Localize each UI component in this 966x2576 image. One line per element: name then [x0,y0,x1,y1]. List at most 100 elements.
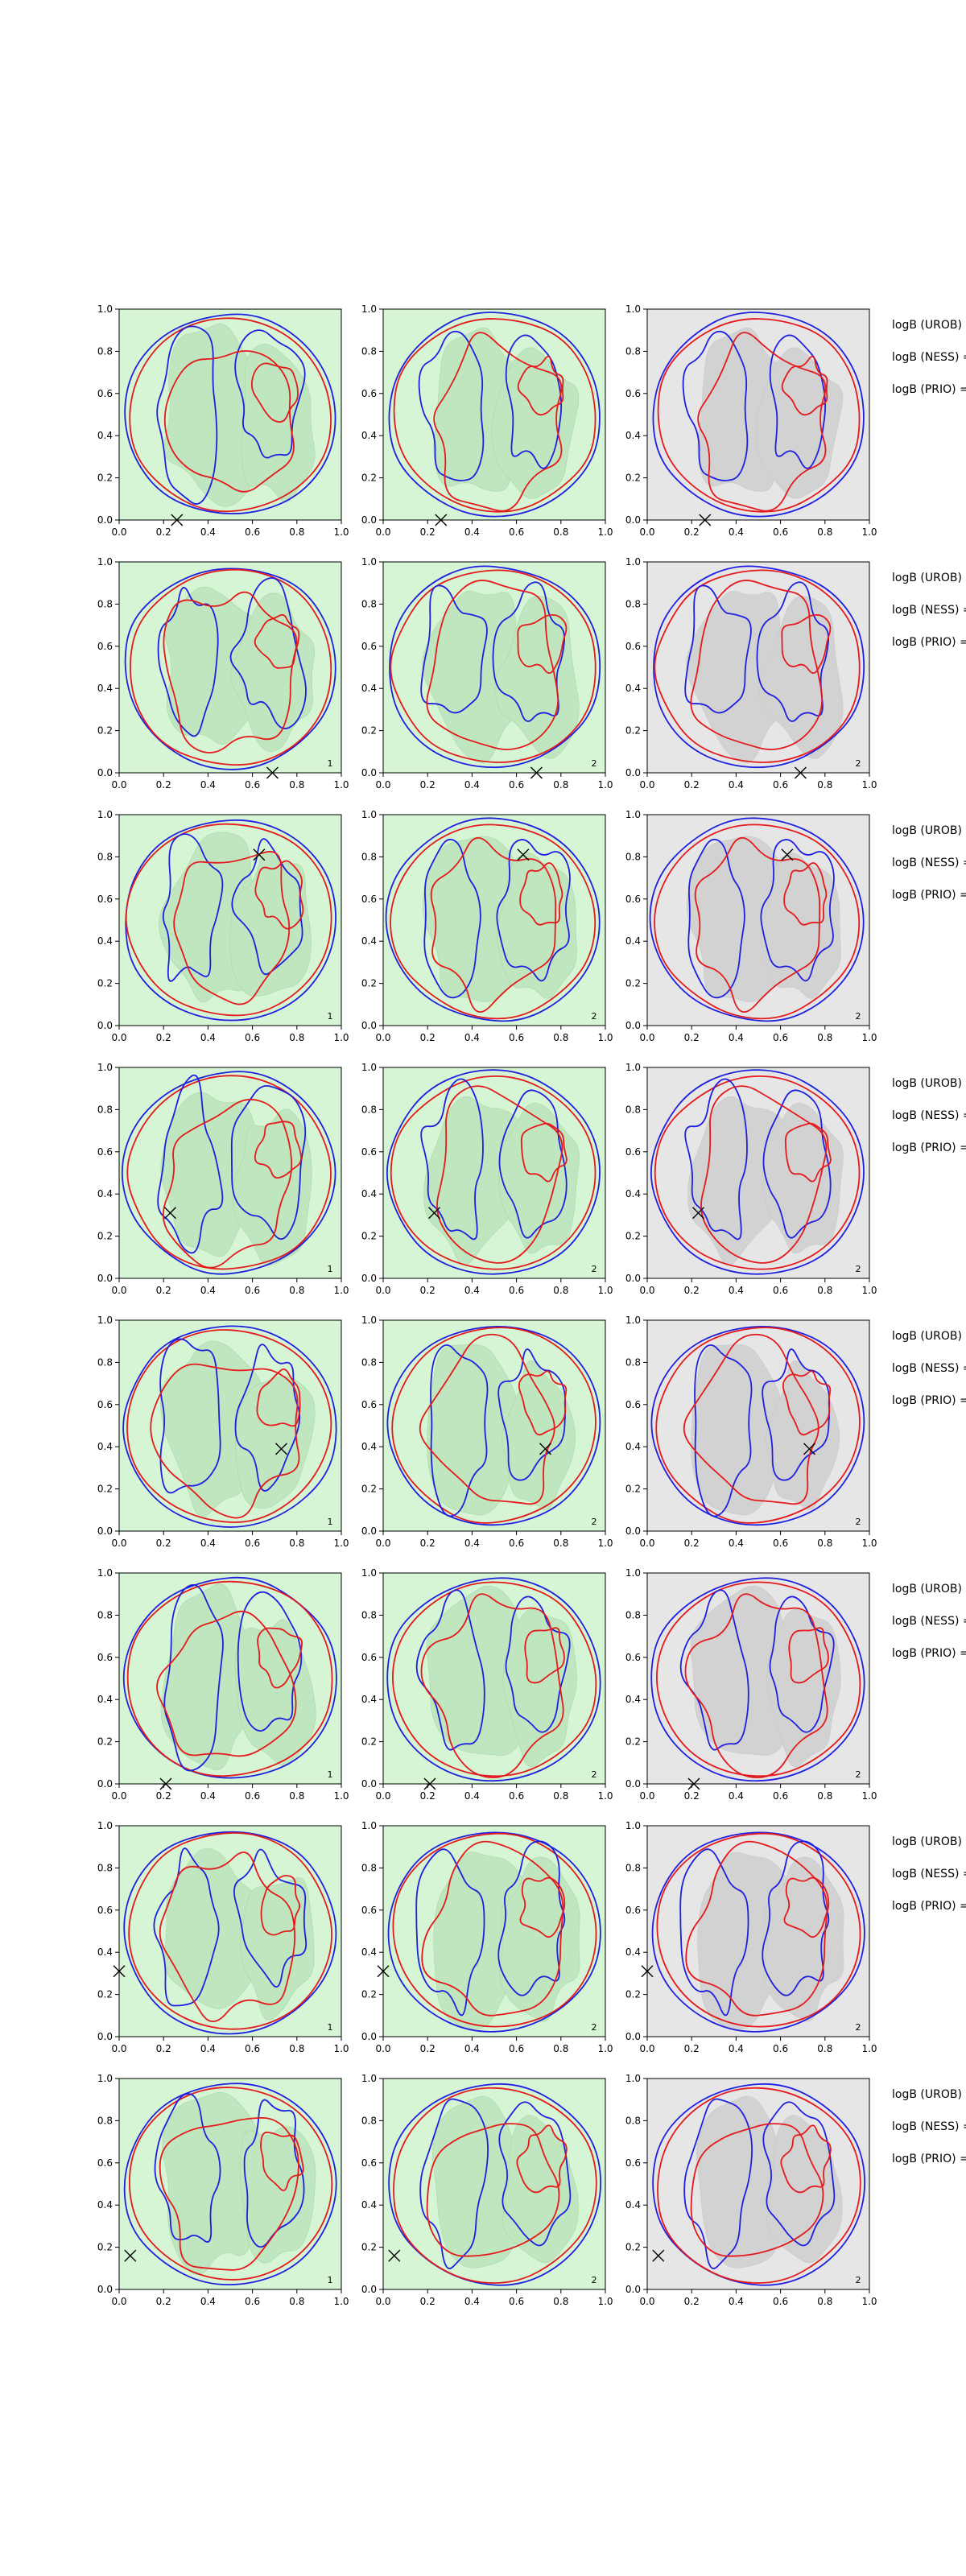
blue-contour-line [231,838,303,976]
y-tick-label: 0.2 [97,1736,113,1748]
y-tick-label: 0.4 [97,430,113,441]
corner-label: 1 [328,1264,333,1274]
blue-contour-line [387,1831,601,2033]
y-tick-label: 1.0 [361,556,377,568]
blue-contour-line [386,1577,601,1782]
y-tick-label: 0.0 [625,1778,641,1790]
row-labels-r3: logB (UROB) = logB (NESS) = logB (PRIO) = [892,824,966,902]
y-tick-label: 0.0 [625,1525,641,1537]
x-tick-label: 0.4 [200,1285,216,1296]
y-tick-label: 0.0 [625,1020,641,1031]
y-tick-label: 0.8 [97,2115,113,2126]
x-tick-label: 0.0 [375,1285,390,1296]
row-labels-r6: logB (UROB) = logB (NESS) = logB (PRIO) = [892,1583,966,1660]
x-tick-label: 0.6 [245,526,260,538]
row-label: logB (NESS) = [892,1868,966,1880]
corner-label: 1 [328,1517,333,1527]
y-tick-label: 0.6 [361,894,377,905]
filled-contour-region [164,586,262,745]
y-tick-label: 0.2 [625,1736,641,1748]
x-tick-label: 0.6 [773,1790,788,1802]
subplot-r3-c1: 1 0.0 0.2 0.4 0.6 0.8 1.0 0.0 0.2 0.4 0.6 0.8 1.0 [97,809,349,1043]
y-tick-label: 0.6 [97,1652,113,1663]
blue-contour-line [651,1831,865,2033]
row-label: logB (NESS) = [892,2120,966,2133]
filled-contour-region [422,590,525,763]
y-tick-label: 0.2 [361,1736,377,1748]
red-contour-line [683,1333,819,1505]
y-tick-label: 1.0 [625,1820,641,1831]
x-tick-label: 0.6 [773,1032,788,1043]
x-marker [377,1965,390,1978]
x-tick-label: 0.2 [420,2296,436,2307]
red-contour-line [419,1333,555,1505]
row-label: logB (NESS) = [892,1615,966,1628]
red-contour-line [254,860,304,930]
filled-contour-region [159,1340,263,1518]
x-tick-label: 0.8 [817,1285,832,1296]
x-tick-label: 0.2 [420,526,436,538]
x-tick-label: 0.2 [156,526,171,538]
x-tick-label: 1.0 [861,2043,877,2054]
subplot-r7-c2: 2 0.0 0.2 0.4 0.6 0.8 1.0 0.0 0.2 0.4 0.6 0.8 1.0 [361,1820,613,2054]
y-tick-label: 0.0 [625,2284,641,2295]
blue-contour-line [419,2098,489,2269]
red-contour-line [782,1370,832,1436]
corner-label: 1 [328,2275,333,2285]
y-tick-label: 1.0 [625,1062,641,1073]
filled-contour-region [234,1376,316,1509]
row-label: logB (NESS) = [892,351,966,364]
corner-label: 2 [592,2022,597,2033]
x-tick-label: 0.8 [289,2043,304,2054]
y-tick-label: 0.2 [361,1484,377,1495]
x-tick-label: 0.4 [464,1285,480,1296]
blue-contour-line [497,1840,566,1996]
x-tick-label: 0.6 [773,2296,788,2307]
red-contour-line [657,2087,861,2284]
y-tick-label: 0.4 [361,2199,377,2211]
red-contour-line [781,613,832,675]
subplot-r2-c3: 2 0.0 0.2 0.4 0.6 0.8 1.0 0.0 0.2 0.4 0.6 0.8 1.0 [625,556,877,791]
red-contour-line [260,1875,300,1936]
red-contour-line [391,1327,597,1524]
red-contour-line [700,1085,828,1264]
x-tick-label: 0.0 [111,1032,126,1043]
corner-label: 2 [856,1011,861,1022]
blue-contour-line [762,1348,831,1481]
x-tick-label: 0.4 [464,2043,480,2054]
x-marker [691,1207,704,1220]
blue-contour-line [684,1078,748,1241]
y-tick-label: 0.4 [625,683,641,694]
y-tick-label: 0.2 [361,473,377,484]
y-tick-label: 0.4 [361,935,377,947]
y-tick-label: 0.0 [97,767,113,778]
x-tick-label: 0.4 [200,1032,216,1043]
red-contour-line [260,2131,304,2192]
y-tick-label: 0.4 [361,1694,377,1705]
red-contour-line [390,569,597,763]
y-tick-label: 0.0 [361,1020,377,1031]
y-tick-label: 0.2 [625,725,641,737]
x-marker [530,766,543,779]
plot-frame [382,2078,606,2290]
subplot-r5-c3: 2 0.0 0.2 0.4 0.6 0.8 1.0 0.0 0.2 0.4 0.6 0.8 1.0 [625,1315,877,1549]
x-tick-label: 0.0 [111,1285,126,1296]
red-contour-line [162,1099,293,1269]
x-tick-label: 0.2 [420,1790,436,1802]
x-marker [163,1207,176,1220]
red-contour-line [159,1852,296,2023]
red-contour-line [129,317,332,513]
blue-contour-line [124,568,336,770]
y-tick-label: 0.6 [625,641,641,652]
x-tick-label: 0.6 [245,779,260,791]
x-tick-label: 0.6 [773,779,788,791]
x-tick-label: 0.4 [729,779,744,791]
x-tick-label: 0.4 [464,1032,480,1043]
x-tick-label: 1.0 [333,1538,349,1549]
red-contour-line [684,1593,828,1779]
x-tick-label: 1.0 [861,526,877,538]
x-marker [113,1965,126,1978]
red-contour-line [128,2087,333,2281]
blue-contour-line [153,1847,220,2007]
x-tick-label: 0.0 [639,1285,654,1296]
